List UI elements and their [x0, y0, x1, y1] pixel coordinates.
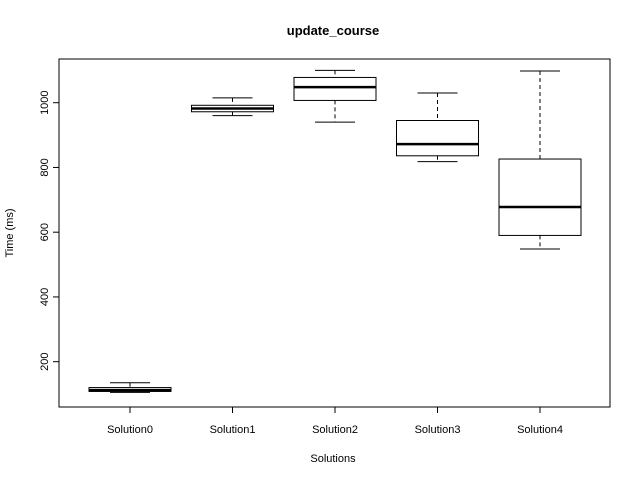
y-axis-label: Time (ms) [4, 208, 16, 257]
box-solution4 [498, 70, 582, 250]
chart-title: update_course [287, 23, 379, 38]
y-axis: 200 400 600 800 1000 [39, 90, 59, 371]
box-series [88, 69, 582, 393]
x-tick-label-0: Solution0 [107, 424, 153, 436]
x-tick-label-1: Solution1 [210, 424, 256, 436]
y-tick-label-4: 1000 [39, 90, 51, 114]
x-tick-label-2: Solution2 [312, 424, 358, 436]
y-tick-label-3: 800 [39, 158, 51, 176]
x-axis: Solution0 Solution1 Solution2 Solution3 Solu… [107, 407, 563, 436]
iqr-box [293, 76, 377, 101]
iqr-box [498, 158, 582, 236]
box-solution0 [88, 382, 172, 393]
x-tick-label-4: Solution4 [517, 424, 563, 436]
y-tick-label-1: 400 [39, 288, 51, 306]
x-tick-label-3: Solution3 [415, 424, 461, 436]
iqr-box [396, 120, 479, 157]
box-solution2 [293, 69, 377, 123]
y-tick-label-0: 200 [39, 352, 51, 370]
x-axis-label: Solutions [310, 453, 356, 465]
box-solution1 [191, 97, 274, 117]
box-solution3 [396, 92, 479, 163]
y-tick-label-2: 600 [39, 223, 51, 241]
